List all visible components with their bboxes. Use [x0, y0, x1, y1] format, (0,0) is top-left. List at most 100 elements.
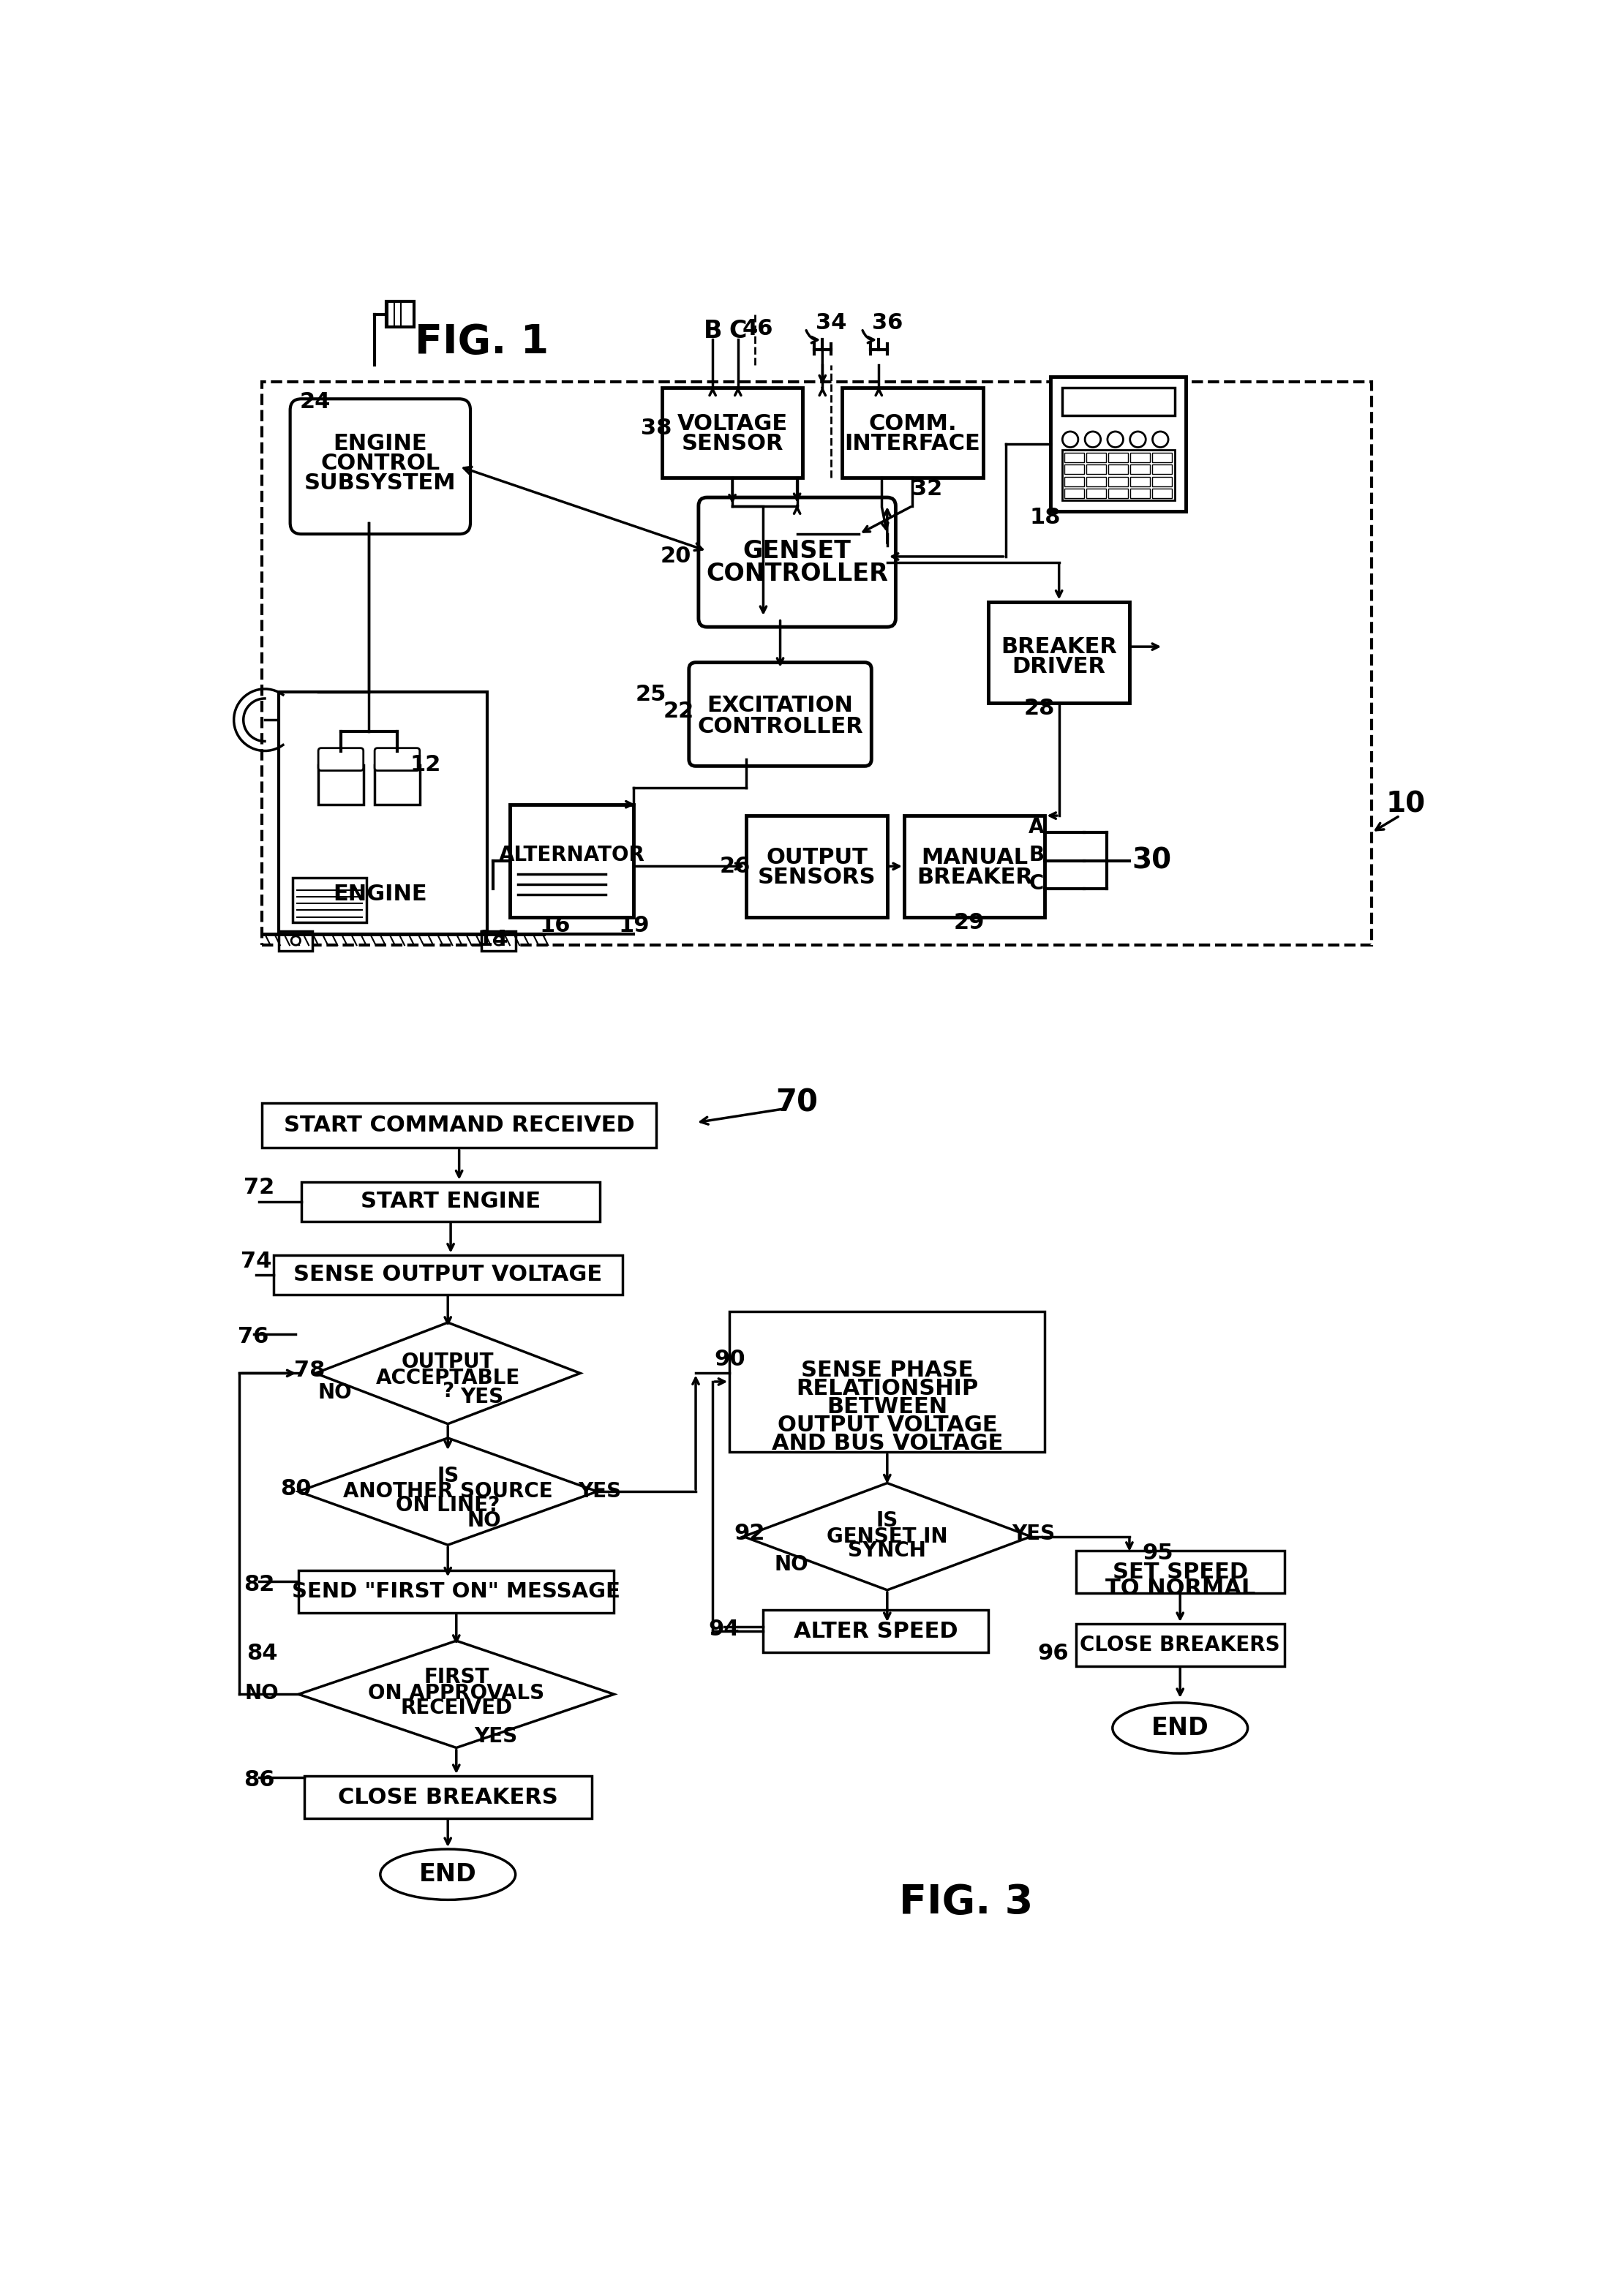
Text: MANUAL: MANUAL: [921, 847, 1027, 868]
Circle shape: [1108, 432, 1123, 448]
Bar: [1152, 452, 1171, 461]
Text: NO: NO: [468, 1511, 502, 1531]
Bar: [386, 301, 415, 326]
Bar: [661, 388, 803, 478]
Text: GENSET: GENSET: [744, 540, 852, 563]
Text: CLOSE BREAKERS: CLOSE BREAKERS: [1081, 1635, 1281, 1655]
FancyBboxPatch shape: [698, 498, 895, 627]
Circle shape: [292, 937, 300, 946]
Text: END: END: [419, 1862, 477, 1887]
Circle shape: [1063, 432, 1077, 448]
Text: 34: 34: [816, 312, 847, 333]
Bar: [763, 1609, 989, 1653]
Text: 24: 24: [300, 390, 331, 413]
Text: YES: YES: [474, 1727, 518, 1747]
Text: 36: 36: [871, 312, 903, 333]
Circle shape: [1153, 432, 1168, 448]
Bar: [1086, 489, 1107, 498]
Text: ENGINE: ENGINE: [334, 434, 427, 455]
Text: 72: 72: [244, 1178, 274, 1199]
Bar: [1086, 452, 1107, 461]
Bar: [1065, 464, 1084, 475]
Text: NO: NO: [318, 1382, 352, 1403]
Text: YES: YES: [1011, 1525, 1055, 1543]
Bar: [1061, 388, 1174, 416]
Bar: [510, 804, 634, 916]
Text: CONTROL: CONTROL: [321, 452, 440, 475]
Text: 82: 82: [244, 1573, 274, 1596]
Circle shape: [1131, 432, 1145, 448]
Text: ON APPROVALS: ON APPROVALS: [368, 1683, 545, 1704]
Bar: [279, 932, 313, 951]
Bar: [1152, 464, 1171, 475]
Text: START ENGINE: START ENGINE: [361, 1192, 540, 1212]
Text: ENGINE: ENGINE: [334, 884, 427, 905]
Text: AND BUS VOLTAGE: AND BUS VOLTAGE: [771, 1433, 1003, 1453]
Text: RELATIONSHIP: RELATIONSHIP: [797, 1378, 979, 1401]
Text: YES: YES: [579, 1481, 621, 1502]
Bar: [318, 765, 363, 804]
Circle shape: [494, 937, 503, 946]
Text: BETWEEN: BETWEEN: [827, 1396, 947, 1417]
Text: 92: 92: [734, 1522, 765, 1545]
Text: 94: 94: [708, 1619, 739, 1639]
Text: 20: 20: [660, 546, 692, 567]
Text: SET SPEED: SET SPEED: [1113, 1561, 1248, 1582]
Bar: [1108, 452, 1127, 461]
Text: ACCEPTABLE: ACCEPTABLE: [376, 1368, 519, 1389]
Text: NO: NO: [774, 1554, 808, 1575]
Text: C: C: [729, 319, 747, 344]
Bar: [1065, 452, 1084, 461]
Text: 76: 76: [239, 1327, 269, 1348]
FancyBboxPatch shape: [318, 748, 363, 771]
Text: YES: YES: [460, 1387, 503, 1407]
Text: SEND "FIRST ON" MESSAGE: SEND "FIRST ON" MESSAGE: [292, 1582, 621, 1603]
Bar: [261, 1102, 656, 1148]
Text: 70: 70: [776, 1088, 818, 1118]
Bar: [1065, 489, 1084, 498]
Text: 74: 74: [240, 1251, 273, 1272]
Text: SENSE PHASE: SENSE PHASE: [802, 1359, 973, 1380]
Text: COMM.: COMM.: [868, 413, 957, 434]
Text: ?: ?: [442, 1380, 453, 1401]
Text: OUTPUT: OUTPUT: [402, 1352, 494, 1373]
Text: SENSOR: SENSOR: [681, 434, 784, 455]
Bar: [374, 765, 419, 804]
Text: ON LINE?: ON LINE?: [395, 1495, 500, 1515]
Bar: [729, 1311, 1045, 1451]
Text: SYNCH: SYNCH: [848, 1541, 926, 1561]
Text: ALTER SPEED: ALTER SPEED: [794, 1621, 958, 1642]
Bar: [298, 1570, 615, 1612]
Text: INTERFACE: INTERFACE: [845, 434, 981, 455]
Bar: [1076, 1623, 1284, 1667]
Text: FIG. 1: FIG. 1: [415, 324, 548, 363]
Text: FIG. 3: FIG. 3: [898, 1883, 1032, 1922]
Bar: [1131, 478, 1150, 487]
Bar: [905, 815, 1045, 916]
Text: 38: 38: [640, 418, 671, 439]
Polygon shape: [298, 1437, 597, 1545]
Text: IS: IS: [437, 1465, 460, 1486]
Bar: [1061, 450, 1174, 501]
Text: BREAKER: BREAKER: [1002, 636, 1118, 657]
Ellipse shape: [381, 1848, 516, 1899]
Text: 26: 26: [719, 856, 750, 877]
Text: B: B: [703, 319, 723, 344]
Circle shape: [1086, 432, 1100, 448]
Bar: [279, 691, 487, 934]
Bar: [482, 932, 516, 951]
Bar: [1108, 478, 1127, 487]
Bar: [1152, 489, 1171, 498]
Text: 80: 80: [281, 1479, 311, 1499]
Bar: [747, 815, 887, 916]
Text: B: B: [1029, 845, 1044, 866]
Text: CLOSE BREAKERS: CLOSE BREAKERS: [337, 1786, 558, 1807]
Text: 16: 16: [539, 914, 571, 937]
Bar: [1131, 452, 1150, 461]
Text: 22: 22: [663, 700, 694, 721]
Polygon shape: [744, 1483, 1031, 1591]
Bar: [1050, 377, 1186, 512]
Text: 10: 10: [1386, 790, 1426, 817]
Bar: [1152, 478, 1171, 487]
Text: DRIVER: DRIVER: [1013, 657, 1107, 677]
